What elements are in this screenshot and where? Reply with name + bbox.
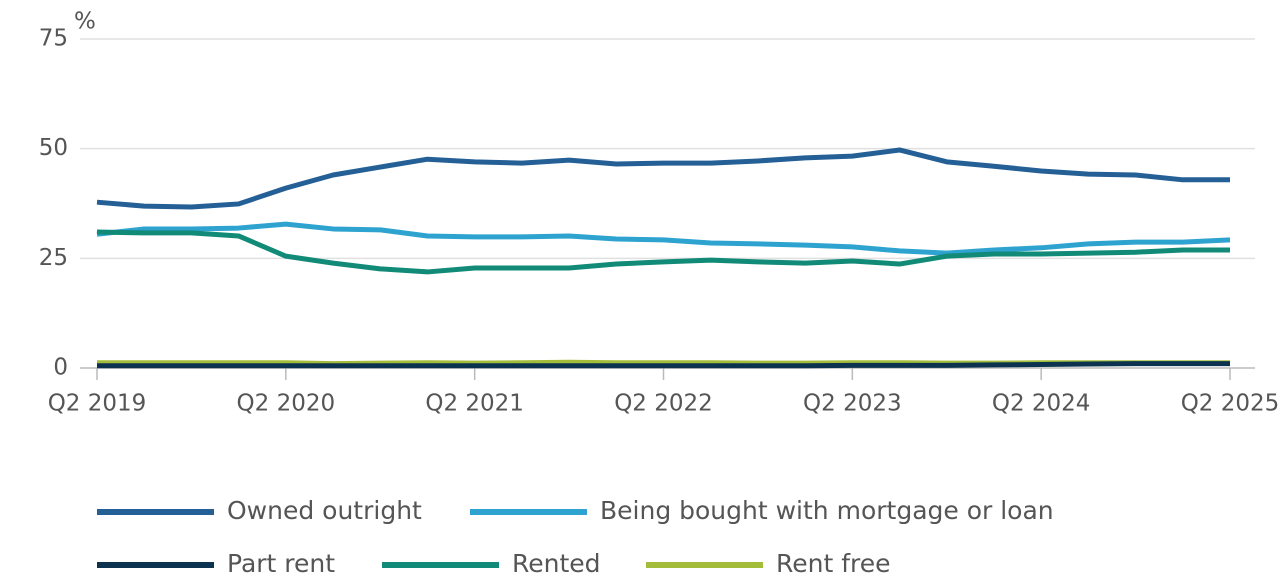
series-line bbox=[96, 147, 1230, 210]
legend-label: Being bought with mortgage or loan bbox=[600, 496, 1054, 525]
x-tick-label: Q2 2023 bbox=[803, 391, 902, 417]
legend-label: Part rent bbox=[227, 549, 335, 578]
legend-label: Owned outright bbox=[227, 496, 422, 525]
x-tick-label: Q2 2025 bbox=[1181, 391, 1280, 417]
legend-label: Rented bbox=[512, 549, 601, 578]
x-tick-label: Q2 2020 bbox=[237, 391, 336, 417]
series-line bbox=[96, 229, 1230, 275]
y-axis-label: % bbox=[74, 9, 96, 35]
series-line bbox=[96, 221, 1231, 256]
x-tick-label: Q2 2021 bbox=[425, 391, 524, 417]
y-tick-label: 0 bbox=[53, 355, 68, 381]
x-tick-label: Q2 2022 bbox=[614, 391, 713, 417]
y-tick-label: 75 bbox=[39, 26, 68, 52]
x-tick-label: Q2 2019 bbox=[48, 391, 147, 417]
legend-label: Rent free bbox=[776, 549, 891, 578]
y-tick-label: 25 bbox=[39, 245, 68, 271]
series-line bbox=[97, 361, 1230, 369]
y-tick-label: 50 bbox=[39, 135, 68, 161]
x-tick-label: Q2 2024 bbox=[992, 391, 1091, 417]
